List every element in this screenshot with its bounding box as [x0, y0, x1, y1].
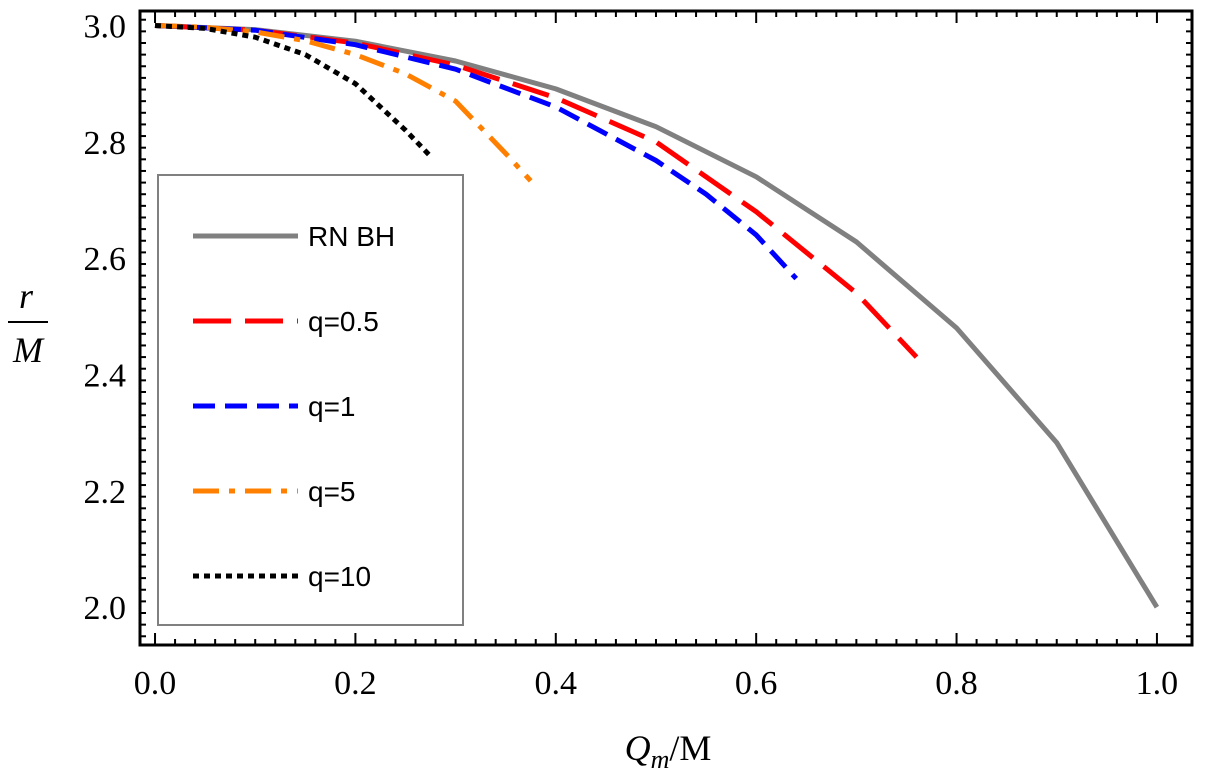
legend-items: RN BH q=0.5 q=1 q=5 q=10	[193, 221, 395, 592]
legend-label-q-10: q=10	[308, 561, 371, 592]
legend-label-q-1: q=1	[308, 391, 356, 422]
x-tick-label: 0.2	[334, 665, 377, 702]
x-tick-label: 0.8	[935, 665, 978, 702]
legend-label-q-5: q=5	[308, 476, 356, 507]
y-axis-label: r M	[8, 276, 48, 370]
y-tick-label: 2.8	[84, 125, 127, 162]
y-tick-label: 2.6	[84, 241, 127, 278]
x-axis-label: Qm/M	[625, 728, 712, 773]
series-line-q-1	[154, 23, 799, 281]
legend-box	[157, 174, 464, 626]
tick-labels: 0.0 0.2 0.4 0.6 0.8 1.0 2.0 2.2 2.4 2.6 2.8 3.0	[84, 9, 1179, 702]
y-tick-label: 2.2	[84, 474, 127, 511]
legend-label-q-0-5: q=0.5	[308, 306, 379, 337]
x-label-suffix: /M	[669, 728, 711, 768]
x-tick-label: 0.6	[735, 665, 778, 702]
x-label-sub: m	[651, 745, 670, 773]
legend-label-rn-bh: RN BH	[308, 221, 395, 252]
x-tick-label: 1.0	[1136, 665, 1179, 702]
y-label-denominator: M	[12, 330, 45, 370]
y-tick-label: 3.0	[84, 9, 127, 46]
x-tick-label: 0.0	[134, 665, 177, 702]
plot-frame	[138, 9, 1194, 647]
series-lines	[154, 23, 1160, 609]
legend: RN BH q=0.5 q=1 q=5 q=10	[157, 174, 464, 626]
y-label-numerator: r	[19, 276, 34, 316]
y-tick-label: 2.0	[84, 590, 127, 627]
series-line-q-10	[154, 23, 433, 159]
x-label-main: Q	[625, 728, 651, 768]
x-tick-label: 0.4	[535, 665, 578, 702]
y-tick-label: 2.4	[84, 358, 127, 395]
